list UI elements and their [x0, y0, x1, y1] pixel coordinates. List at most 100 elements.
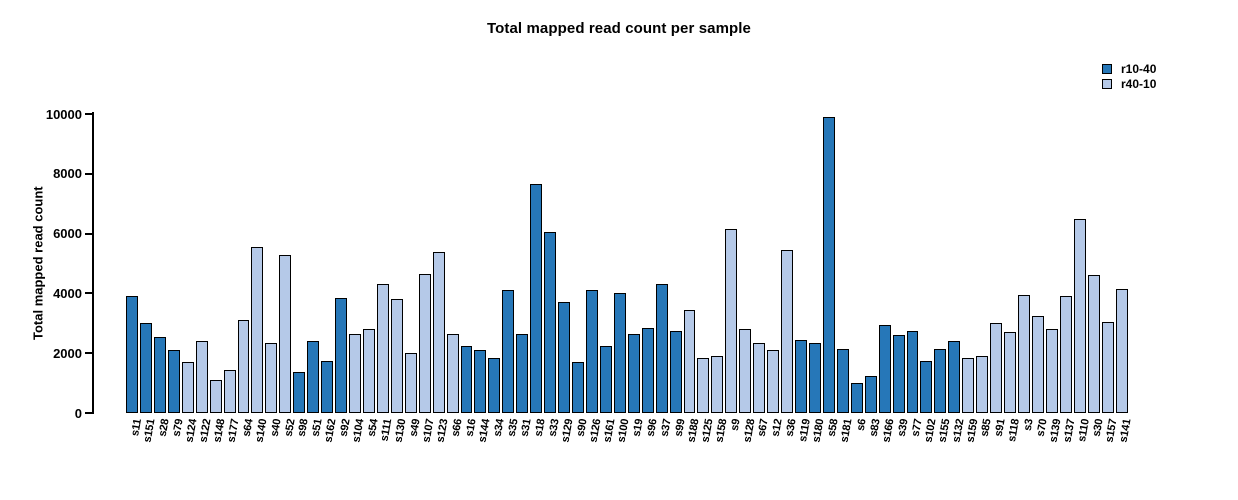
bar-s102	[920, 360, 933, 413]
x-slot-s157: s157	[1102, 416, 1119, 496]
bar-s16	[460, 345, 473, 413]
bar-s54	[362, 329, 375, 413]
bar-s122	[195, 341, 208, 413]
x-slot-s126: s126	[586, 416, 604, 496]
y-tick-6000	[85, 232, 92, 235]
bar-s144	[474, 350, 487, 413]
x-slot-s111: s111	[377, 416, 395, 496]
x-slot-s110: s110	[1074, 416, 1092, 496]
legend-swatch-r40-10	[1102, 78, 1112, 89]
plot-area	[126, 114, 1128, 413]
y-tick-label-8000: 8000	[53, 166, 82, 182]
x-slot-s125: s125	[697, 416, 715, 496]
x-slot-s98: s98	[293, 416, 311, 496]
y-tick-10000	[85, 113, 92, 115]
x-slot-s100: s100	[614, 416, 632, 496]
y-tick-label-0: 0	[74, 405, 82, 421]
x-axis-labels: s11 s151 s28 s79 s124 s122 s148 s177 s64 s140 s40 s…	[126, 416, 1133, 496]
bar-s162	[321, 360, 334, 413]
x-slot-s52: s52	[279, 416, 297, 496]
x-slot-s79: s79	[168, 416, 186, 496]
bar-s140	[251, 247, 264, 413]
bar-s96	[641, 327, 654, 413]
x-slot-s92: s92	[335, 416, 353, 496]
bar-s130	[390, 299, 403, 413]
bar-s151	[139, 323, 152, 413]
bar-s166	[878, 324, 891, 413]
x-slot-s49: s49	[405, 416, 423, 496]
bar-s70	[1031, 315, 1044, 413]
x-slot-s36: s36	[781, 416, 799, 496]
bar-s66	[446, 333, 459, 413]
bar-s52	[279, 254, 292, 413]
x-slot-s39: s39	[893, 416, 910, 496]
bar-s129	[558, 302, 570, 413]
x-slot-s129: s129	[558, 416, 576, 496]
x-slot-s181: s181	[837, 416, 855, 496]
bar-s180	[808, 342, 821, 413]
x-slot-s70: s70	[1032, 416, 1050, 496]
bar-s111	[376, 284, 389, 413]
x-slot-s37: s37	[656, 416, 674, 496]
x-tick-label-s141: s141	[1117, 418, 1134, 444]
x-slot-s140: s140	[251, 416, 269, 496]
x-slot-s162: s162	[321, 416, 339, 496]
bar-s125	[697, 357, 710, 413]
bar-s51	[307, 341, 320, 413]
bar-s37	[655, 284, 668, 413]
x-slot-s16: s16	[461, 416, 478, 496]
bar-s104	[349, 333, 361, 413]
x-slot-s40: s40	[265, 416, 283, 496]
x-slot-s107: s107	[419, 416, 437, 496]
x-slot-s119: s119	[795, 416, 813, 496]
chart-legend: r10-40 r40-10	[1102, 61, 1156, 91]
bar-s77	[906, 330, 919, 413]
legend-swatch-r10-40	[1102, 63, 1112, 74]
bar-s92	[335, 297, 347, 413]
x-slot-s66: s66	[447, 416, 464, 496]
bar-s137	[1059, 296, 1072, 413]
x-slot-s54: s54	[363, 416, 381, 496]
bar-s99	[669, 330, 682, 413]
bar-s18	[530, 184, 543, 413]
x-slot-s3: s3	[1018, 416, 1036, 496]
bar-s155	[934, 348, 947, 413]
bar-s188	[683, 309, 696, 413]
bar-s34	[488, 357, 501, 413]
x-slot-s64: s64	[238, 416, 255, 496]
bar-s98	[293, 372, 306, 413]
x-slot-s58: s58	[823, 416, 841, 496]
x-slot-s188: s188	[684, 416, 701, 496]
y-tick-label-2000: 2000	[53, 345, 82, 361]
x-slot-s9: s9	[725, 416, 743, 496]
x-slot-s11: s11	[126, 416, 144, 496]
x-slot-s77: s77	[907, 416, 924, 496]
bar-s110	[1073, 218, 1086, 413]
chart-title: Total mapped read count per sample	[486, 20, 751, 37]
x-slot-s118: s118	[1004, 416, 1022, 496]
legend-item-r40-10: r40-10	[1102, 76, 1156, 91]
bar-s30	[1087, 275, 1100, 413]
bar-s64	[237, 320, 250, 413]
x-slot-s30: s30	[1088, 416, 1106, 496]
bar-s126	[585, 290, 598, 413]
x-slot-s51: s51	[307, 416, 325, 496]
x-slot-s90: s90	[572, 416, 590, 496]
x-slot-s33: s33	[544, 416, 562, 496]
y-tick-2000	[85, 352, 92, 355]
bar-s58	[822, 117, 835, 413]
bar-s181	[836, 348, 849, 413]
bar-s123	[432, 251, 445, 413]
y-tick-8000	[85, 172, 92, 175]
bar-s3	[1018, 294, 1030, 413]
bar-s6	[850, 383, 863, 413]
bar-s107	[418, 273, 431, 413]
bar-s148	[209, 380, 222, 413]
legend-label-r40-10: r40-10	[1121, 76, 1157, 91]
x-slot-s99: s99	[670, 416, 687, 496]
x-slot-s34: s34	[488, 416, 506, 496]
y-axis-line	[92, 112, 94, 414]
x-slot-s85: s85	[976, 416, 994, 496]
x-slot-s128: s128	[739, 416, 757, 496]
y-tick-label-4000: 4000	[53, 285, 82, 301]
